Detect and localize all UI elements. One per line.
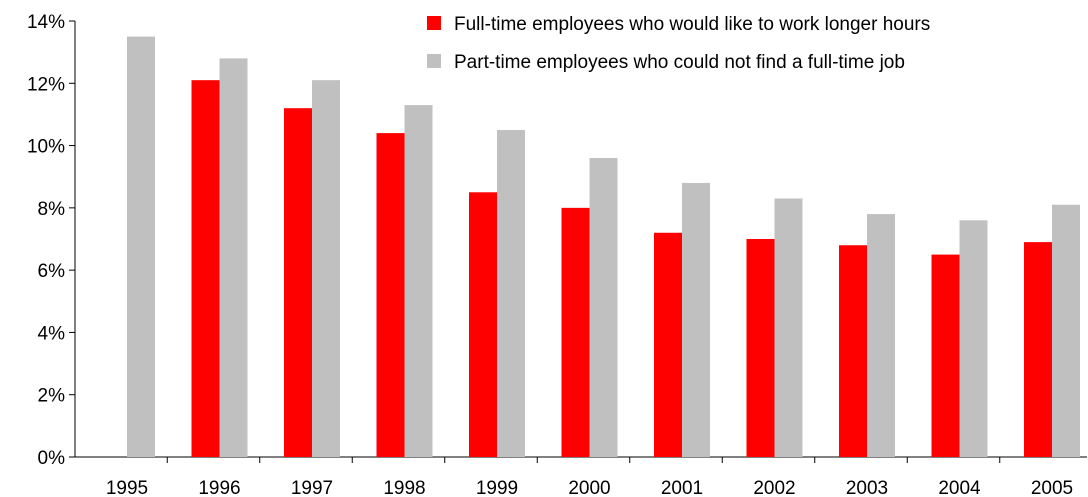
x-tick-label: 1997	[291, 478, 333, 497]
bar-series-2-1996	[219, 58, 248, 457]
x-tick-label: 1999	[476, 478, 518, 497]
bar-series-1-2005	[1024, 242, 1052, 457]
y-tick-label: 2%	[38, 386, 66, 407]
bar-series-2-1997	[312, 80, 340, 458]
bar-series-2-1995	[127, 36, 155, 457]
y-tick-label: 6%	[38, 261, 66, 282]
legend-swatch-2	[427, 54, 441, 68]
legend-label-1: Full-time employees who would like to wo…	[454, 14, 930, 35]
x-tick-label: 2000	[568, 478, 610, 497]
x-tick-label: 2003	[846, 478, 888, 497]
bar-series-1-2001	[654, 232, 682, 457]
bar-series-2-2003	[867, 214, 895, 457]
bar-series-2-2002	[774, 198, 803, 457]
legend-label-2: Part-time employees who could not find a…	[454, 52, 905, 73]
bar-series-1-1996	[191, 80, 220, 458]
y-tick-label: 4%	[38, 323, 66, 344]
bar-series-2-2000	[589, 158, 618, 457]
x-tick-label: 2002	[753, 478, 795, 497]
bar-series-2-1999	[497, 130, 525, 457]
y-tick-label: 12%	[27, 74, 65, 95]
x-tick-label: 2004	[938, 478, 981, 497]
x-tick-label: 1995	[106, 478, 148, 497]
bar-series-2-1998	[404, 105, 433, 457]
bar-series-1-2004	[931, 254, 960, 457]
tick-labels: 0% 2% 4% 6% 8% 10% 12% 14% 1995 1996 1997 1998 1999 2…	[27, 12, 1073, 497]
bar-series-2-2005	[1052, 204, 1080, 457]
bar-series-1-1997	[284, 108, 312, 457]
x-tick-label: 1998	[383, 478, 425, 497]
bar-series-1-1999	[469, 192, 497, 458]
bar-series-1-1998	[376, 133, 405, 457]
y-tick-label: 0%	[38, 448, 66, 469]
bar-series-2-2004	[959, 220, 988, 457]
x-tick-label: 2001	[661, 478, 703, 497]
bars	[127, 36, 1080, 458]
y-tick-label: 14%	[27, 12, 65, 33]
legend: Full-time employees who would like to wo…	[427, 14, 930, 73]
x-tick-label: 1996	[198, 478, 240, 497]
bar-series-2-2001	[682, 182, 710, 457]
y-tick-label: 8%	[38, 199, 66, 220]
y-tick-label: 10%	[27, 137, 65, 158]
x-tick-label: 2005	[1031, 478, 1073, 497]
legend-swatch-1	[427, 16, 441, 30]
bar-series-1-2002	[746, 239, 775, 457]
bar-series-1-2003	[839, 245, 867, 457]
bar-series-1-2000	[561, 207, 590, 457]
